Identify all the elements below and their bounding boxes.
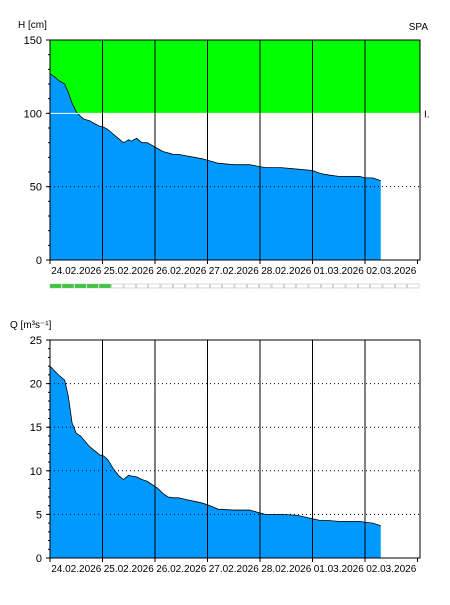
y-tick-label: 150 (24, 35, 42, 47)
progress-segment (346, 284, 357, 288)
y-axis-label: Q [m³s⁻¹] (10, 320, 52, 331)
progress-segment (62, 284, 73, 288)
x-tick-label: 25.02.2026 (104, 266, 154, 277)
y-tick-label: 0 (36, 553, 42, 565)
x-tick-label: 01.03.2026 (314, 564, 364, 575)
y-tick-label: 5 (36, 509, 42, 521)
progress-strip (50, 284, 419, 288)
progress-segment (124, 284, 135, 288)
progress-segment (309, 284, 320, 288)
x-tick-label: 24.02.2026 (51, 564, 101, 575)
progress-segment (75, 284, 86, 288)
x-tick-label: 24.02.2026 (51, 266, 101, 277)
y-tick-label: 50 (30, 182, 42, 194)
y-tick-label: 25 (30, 335, 42, 347)
x-tick-label: 28.02.2026 (261, 564, 311, 575)
y-tick-label: 100 (24, 108, 42, 120)
x-tick-label: 25.02.2026 (104, 564, 154, 575)
progress-segment (358, 284, 369, 288)
progress-segment (284, 284, 295, 288)
progress-segment (383, 284, 394, 288)
x-tick-label: 26.02.2026 (156, 266, 206, 277)
progress-segment (321, 284, 332, 288)
y-tick-label: 20 (30, 379, 42, 391)
progress-segment (247, 284, 258, 288)
progress-segment (272, 284, 283, 288)
x-tick-label: 02.03.2026 (366, 564, 416, 575)
progress-segment (371, 284, 382, 288)
progress-segment (395, 284, 406, 288)
progress-segment (210, 284, 221, 288)
y-axis-label: H [cm] (18, 20, 47, 31)
progress-segment (99, 284, 110, 288)
progress-segment (334, 284, 345, 288)
y-tick-label: 15 (30, 422, 42, 434)
progress-segment (112, 284, 123, 288)
y-tick-label: 10 (30, 466, 42, 478)
progress-segment (260, 284, 271, 288)
x-tick-label: 27.02.2026 (209, 564, 259, 575)
progress-segment (161, 284, 172, 288)
progress-segment (408, 284, 419, 288)
x-tick-label: 26.02.2026 (156, 564, 206, 575)
y-tick-label: 0 (36, 255, 42, 267)
progress-segment (136, 284, 147, 288)
progress-segment (50, 284, 61, 288)
progress-segment (235, 284, 246, 288)
progress-segment (223, 284, 234, 288)
x-tick-label: 02.03.2026 (366, 266, 416, 277)
x-tick-label: 27.02.2026 (209, 266, 259, 277)
progress-segment (87, 284, 98, 288)
station-label: SPA (409, 22, 429, 33)
progress-segment (186, 284, 197, 288)
x-tick-label: 28.02.2026 (261, 266, 311, 277)
progress-segment (149, 284, 160, 288)
threshold-label: I. (424, 109, 430, 120)
progress-segment (173, 284, 184, 288)
progress-segment (198, 284, 209, 288)
progress-segment (297, 284, 308, 288)
x-tick-label: 01.03.2026 (314, 266, 364, 277)
